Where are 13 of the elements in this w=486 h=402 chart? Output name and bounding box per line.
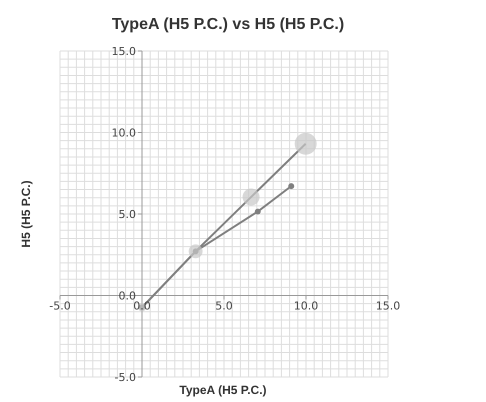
y-tick-label: 10.0 — [112, 126, 136, 140]
chart-title: TypeA (H5 P.C.) vs H5 (H5 P.C.) — [110, 16, 346, 34]
y-tick-label: -5.0 — [114, 371, 136, 384]
x-axis-title: TypeA (H5 P.C.) — [178, 383, 268, 397]
y-axis-title: H5 (H5 P.C.) — [19, 180, 33, 248]
y-tick-label: 15.0 — [112, 45, 136, 58]
x-tick-label: 5.0 — [215, 300, 233, 312]
x-tick-label: 0.0 — [133, 300, 151, 312]
y-tick-label: 5.0 — [118, 208, 136, 221]
x-tick-label: 15.0 — [376, 300, 400, 312]
x-tick-label: 10.0 — [294, 300, 318, 312]
x-tick-label: -5.0 — [49, 300, 71, 312]
y-tick-label: 0.0 — [118, 290, 136, 302]
